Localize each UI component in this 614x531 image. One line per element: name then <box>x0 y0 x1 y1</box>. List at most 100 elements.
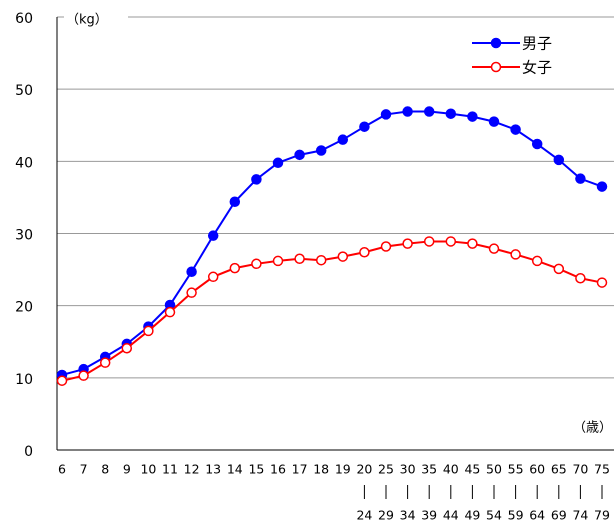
x-tick-label: 18 <box>313 462 329 477</box>
y-tick-label: 50 <box>15 83 33 99</box>
data-point <box>553 263 565 275</box>
data-point <box>359 247 370 258</box>
data-point <box>78 370 89 381</box>
x-tick-label: 9 <box>123 462 131 477</box>
data-point <box>337 251 349 262</box>
data-point <box>402 238 413 249</box>
legend-label: 男子 <box>522 35 552 53</box>
x-tick-label: 11 <box>162 462 178 477</box>
x-tick-label-end: 34 <box>400 508 416 523</box>
data-point <box>207 271 219 283</box>
data-point <box>575 272 586 284</box>
x-tick-label: 25 <box>378 462 394 477</box>
x-tick-label: 65 <box>551 462 567 477</box>
x-tick-label-end: 64 <box>529 508 545 523</box>
x-tick-label: 30 <box>400 462 416 477</box>
x-tick-label-end: 69 <box>551 508 567 523</box>
data-point <box>272 157 284 169</box>
x-tick-label: 6 <box>58 462 66 477</box>
data-point <box>510 249 521 260</box>
data-point <box>294 149 305 161</box>
data-point <box>402 106 413 117</box>
y-tick-label: 30 <box>15 228 33 244</box>
x-tick-label: 16 <box>270 462 286 477</box>
data-point <box>596 277 608 288</box>
data-point <box>251 174 262 185</box>
data-point <box>380 241 392 252</box>
x-tick-label: 15 <box>248 462 264 477</box>
x-tick-label: 12 <box>184 462 200 477</box>
data-point <box>337 134 349 145</box>
legend-marker <box>490 61 502 73</box>
x-tick-label-end: 54 <box>486 508 502 523</box>
data-point <box>423 106 435 117</box>
y-axis-label: （kg） <box>66 13 108 28</box>
data-point <box>186 287 197 298</box>
label-backdrop <box>64 8 128 30</box>
data-point <box>359 121 370 132</box>
x-tick-label: 17 <box>292 462 308 477</box>
x-tick-label: 60 <box>529 462 545 477</box>
x-tick-label-end: 24 <box>356 508 372 523</box>
data-point <box>596 181 608 192</box>
data-point <box>251 258 262 270</box>
grid <box>57 16 614 379</box>
x-axis-label: （歳） <box>573 421 612 436</box>
x-tick-label: 75 <box>594 462 610 477</box>
x-tick-label: 19 <box>335 462 351 477</box>
data-point <box>143 325 154 337</box>
x-tick-label-end: 49 <box>464 508 480 523</box>
y-tick-label: 10 <box>15 372 33 388</box>
data-point <box>272 255 284 267</box>
x-tick-label: 55 <box>508 462 524 477</box>
data-point <box>553 154 565 166</box>
y-tick-label: 60 <box>15 11 33 27</box>
data-point <box>423 236 435 247</box>
data-point <box>56 375 68 386</box>
data-point <box>467 111 478 122</box>
data-point <box>531 255 543 267</box>
x-tick-label: 14 <box>227 462 243 477</box>
x-tick-label: 45 <box>464 462 480 477</box>
data-point <box>229 196 241 207</box>
data-point <box>164 306 176 318</box>
x-tick-label-end: 79 <box>594 508 610 523</box>
y-tick-label: 40 <box>15 155 33 171</box>
x-tick-label-end: 44 <box>443 508 459 523</box>
x-tick-label: 8 <box>101 462 109 477</box>
data-point <box>510 124 521 135</box>
x-tick-label-end: 39 <box>421 508 437 523</box>
legend-marker <box>490 37 502 49</box>
x-tick-label: 20 <box>356 462 372 477</box>
x-tick-label: 70 <box>572 462 588 477</box>
data-point <box>445 236 457 247</box>
x-tick-label-end: 59 <box>508 508 524 523</box>
x-tick-label: 35 <box>421 462 437 477</box>
data-point <box>315 254 327 266</box>
data-point <box>186 266 197 277</box>
data-point <box>467 238 478 249</box>
data-point <box>207 230 219 241</box>
x-tick-label: 13 <box>205 462 221 477</box>
data-point <box>121 342 133 354</box>
x-tick-label-end: 29 <box>378 508 394 523</box>
y-tick-label: 20 <box>15 300 33 316</box>
y-tick-label: 0 <box>24 444 33 460</box>
data-point <box>445 108 457 119</box>
data-point <box>315 145 327 156</box>
data-point <box>488 243 500 254</box>
legend-label: 女子 <box>522 59 552 77</box>
data-point <box>575 173 586 184</box>
x-tick-label: 50 <box>486 462 502 477</box>
x-tick-label: 7 <box>80 462 88 477</box>
data-point <box>294 253 305 265</box>
data-point <box>488 116 500 127</box>
data-point <box>229 262 241 274</box>
x-tick-label-end: 74 <box>572 508 588 523</box>
data-point <box>531 138 543 150</box>
x-tick-label: 40 <box>443 462 459 477</box>
x-tick-label: 10 <box>140 462 156 477</box>
